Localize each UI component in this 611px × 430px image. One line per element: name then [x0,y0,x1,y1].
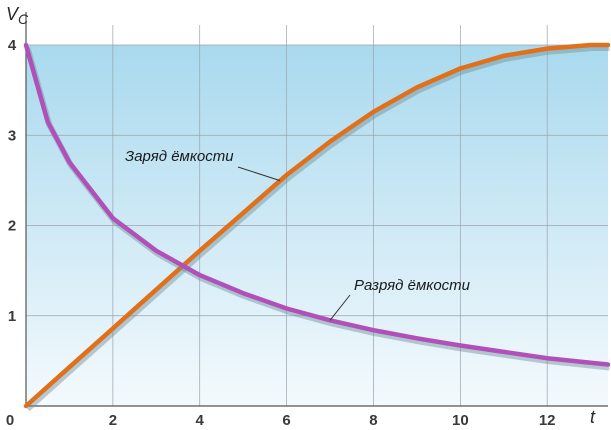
annotation-leader [237,166,281,182]
annotations: Заряд ёмкости Разряд ёмкости [125,148,471,321]
annotation-label: Заряд ёмкости [125,148,234,165]
x-axis-label: t [590,407,596,427]
x-tick-label: 6 [282,412,290,429]
y-tick-label: 3 [8,127,16,144]
x-tick-label: 0 [6,412,14,429]
x-tick-label: 2 [109,412,117,429]
y-tick-label: 1 [8,308,16,325]
y-tick-label: 2 [8,218,16,235]
series-lines [23,42,611,412]
x-tick-label: 10 [452,412,469,429]
series-line [23,42,611,409]
series-shadow [25,45,610,412]
y-axis-label: VC [6,4,29,27]
annotation-label: Разряд ёмкости [354,277,471,294]
x-tick-label: 12 [539,412,556,429]
x-tick-label: 8 [369,412,377,429]
axes [25,12,608,407]
annotation-leader [329,294,351,321]
x-tick-label: 4 [196,412,205,429]
series-line [23,42,611,367]
y-tick-label: 4 [8,37,17,54]
